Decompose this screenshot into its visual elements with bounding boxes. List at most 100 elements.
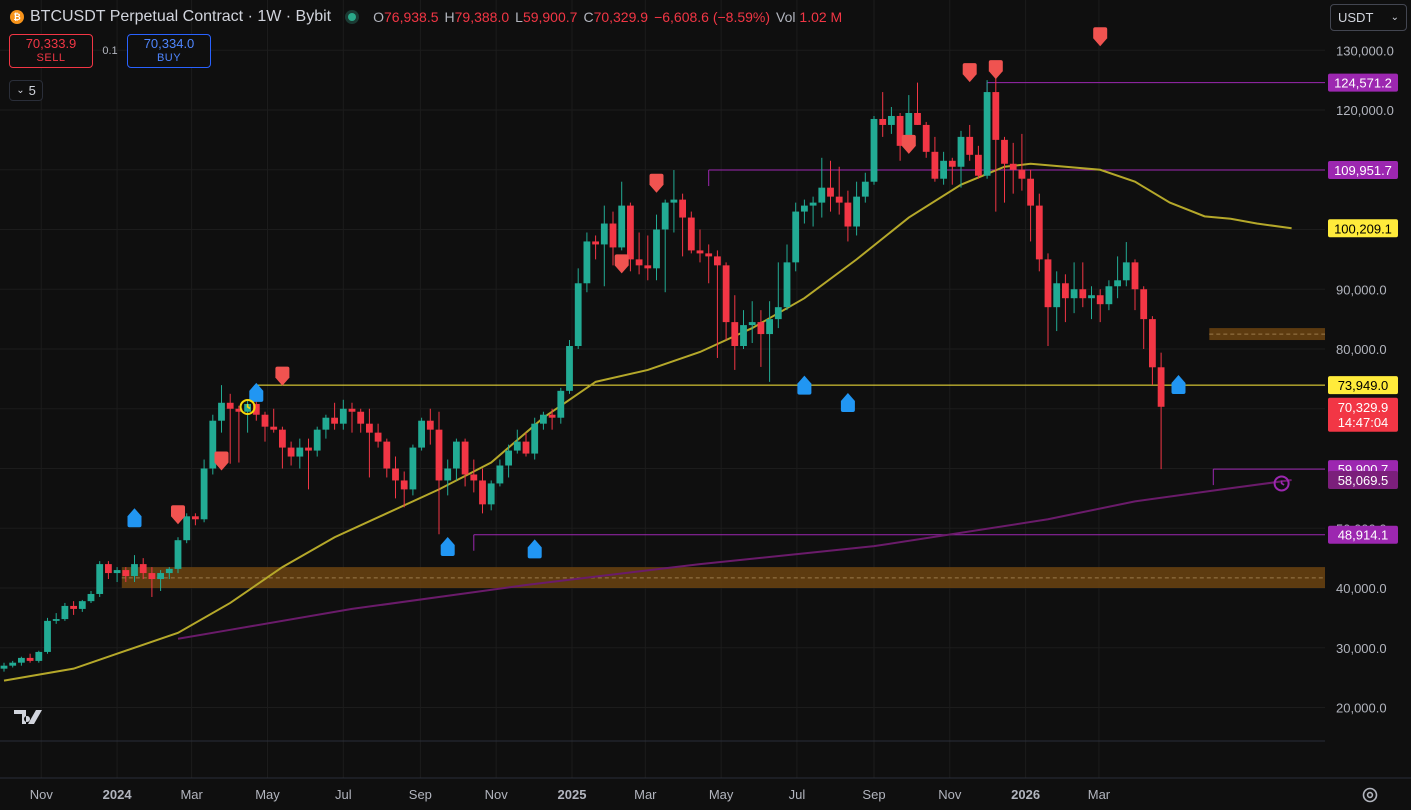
candle	[766, 319, 773, 335]
sell-signal-marker[interactable]	[988, 60, 1003, 80]
candle	[366, 423, 373, 433]
candle	[714, 256, 721, 266]
candle	[888, 115, 895, 125]
candle	[444, 468, 452, 481]
candle	[183, 516, 191, 541]
candle	[983, 92, 991, 176]
order-quantity[interactable]: 0.1	[102, 45, 118, 57]
candle	[1062, 283, 1069, 299]
alarm-clock-hands	[1280, 480, 1285, 486]
candle	[218, 402, 225, 421]
level-price-label: 73,949.0	[1338, 378, 1389, 393]
candle	[670, 199, 678, 203]
candle	[44, 620, 51, 652]
sell-signal-marker[interactable]	[614, 254, 629, 274]
candle	[87, 593, 95, 602]
candle	[26, 657, 34, 661]
candle	[1114, 280, 1121, 287]
candle	[653, 229, 660, 269]
time-axis-label: Mar	[180, 787, 203, 802]
candle	[200, 468, 208, 520]
current-price-label: 100,209.1	[1334, 221, 1392, 236]
candle	[331, 417, 338, 424]
candle	[1018, 169, 1026, 179]
candle	[705, 253, 713, 257]
candle	[618, 205, 626, 248]
sell-signal-marker[interactable]	[901, 134, 916, 154]
current-price-label-badge	[1328, 397, 1398, 432]
candle	[905, 112, 913, 146]
candle	[853, 196, 860, 227]
candle	[548, 414, 556, 418]
candle	[139, 564, 147, 574]
candle	[1131, 262, 1139, 290]
candle	[52, 619, 60, 621]
candle	[600, 223, 608, 245]
candle	[113, 570, 121, 574]
candle	[948, 160, 956, 167]
alarm-clock-icon[interactable]	[239, 398, 256, 415]
buy-signal-marker[interactable]	[797, 375, 812, 395]
candle	[357, 411, 365, 424]
price-axis-label: 30,000.0	[1336, 641, 1387, 656]
candle	[9, 662, 17, 666]
candle	[61, 605, 69, 620]
time-axis-label: Jul	[335, 787, 352, 802]
candle	[879, 118, 887, 125]
candle	[418, 420, 425, 448]
candle	[35, 651, 43, 661]
sell-signal-marker[interactable]	[649, 173, 664, 193]
candle	[931, 151, 939, 179]
candle	[835, 196, 843, 203]
candle	[479, 480, 486, 505]
buy-button[interactable]: 70,334.0 BUY	[127, 34, 211, 68]
candle	[522, 441, 530, 454]
sell-signal-marker[interactable]	[214, 451, 229, 471]
candle	[574, 283, 582, 347]
candle	[531, 423, 539, 454]
time-axis-label: Jul	[789, 787, 806, 802]
time-axis-label: 2025	[558, 787, 587, 802]
countdown-label: 14:47:04	[1338, 415, 1389, 430]
candle	[513, 441, 521, 451]
tradingview-logo-icon[interactable]	[14, 708, 48, 732]
market-status-icon[interactable]	[345, 10, 360, 24]
moving-average-long	[177, 479, 1292, 640]
buy-signal-marker[interactable]	[440, 536, 455, 556]
candle	[165, 568, 173, 574]
gear-icon[interactable]	[1359, 785, 1381, 805]
candle	[322, 417, 330, 430]
time-axis-label: May	[255, 787, 280, 802]
candle	[426, 420, 434, 430]
candle	[592, 241, 599, 245]
buy-signal-marker[interactable]	[127, 508, 142, 528]
sell-signal-marker[interactable]	[275, 366, 290, 386]
candle	[801, 205, 808, 212]
sell-signal-marker[interactable]	[1093, 27, 1108, 47]
candle	[783, 262, 791, 308]
candle	[1079, 289, 1087, 299]
sell-signal-marker[interactable]	[171, 505, 185, 525]
candle	[757, 322, 765, 335]
symbol-title[interactable]: BTCUSDT Perpetual Contract · 1W · Bybit	[30, 8, 332, 25]
candle	[748, 322, 756, 326]
currency-select[interactable]: USDT ⌄	[1330, 4, 1407, 31]
candle	[975, 154, 982, 176]
alarm-clock-icon[interactable]	[1273, 475, 1290, 492]
candle	[722, 265, 730, 323]
buy-signal-marker[interactable]	[1171, 375, 1186, 395]
buy-signal-marker[interactable]	[527, 539, 542, 559]
price-axis-label: 130,000.0	[1336, 43, 1394, 58]
sell-signal-marker[interactable]	[962, 63, 977, 83]
candle	[148, 573, 156, 580]
candle	[1027, 178, 1034, 206]
buy-signal-marker[interactable]	[249, 382, 264, 402]
buy-signal-marker[interactable]	[840, 392, 855, 412]
sell-button[interactable]: 70,333.9 SELL	[9, 34, 93, 68]
level-price-label-badge	[1328, 376, 1398, 395]
time-axis-label: 2024	[103, 787, 133, 802]
time-axis-label: 2026	[1011, 787, 1040, 802]
indicators-toggle[interactable]: ⌄ 5	[9, 80, 43, 101]
time-axis-label: Nov	[938, 787, 962, 802]
